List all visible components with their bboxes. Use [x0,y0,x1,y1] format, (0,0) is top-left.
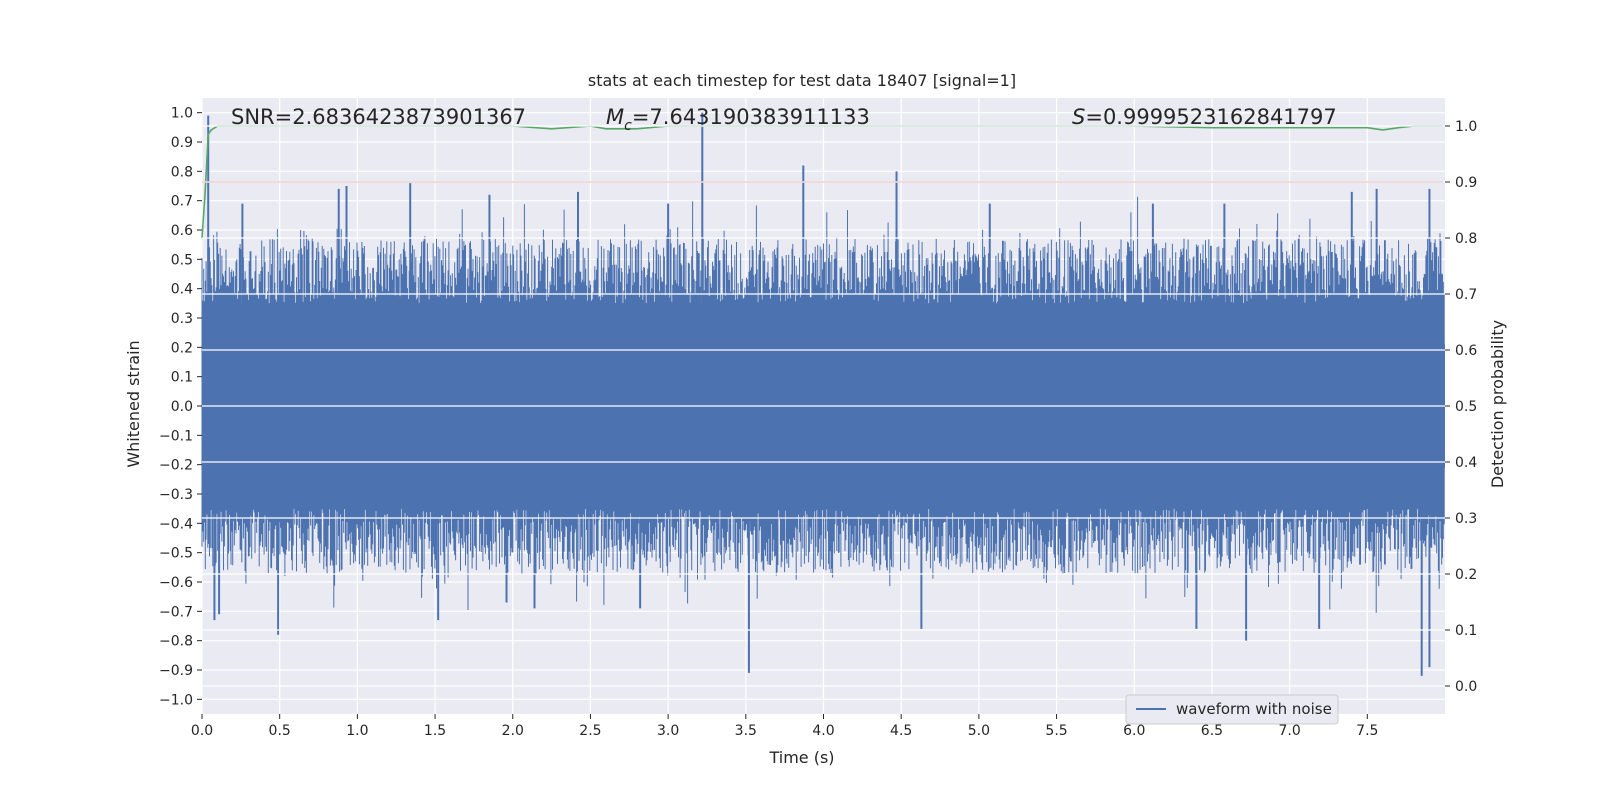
y-tick-label: −0.2 [159,458,193,474]
x-axis-label: Time (s) [768,748,834,767]
y-tick-label: −0.4 [159,516,193,532]
y-right-tick-label: 0.4 [1455,455,1477,471]
y-tick-label: −0.9 [159,663,193,679]
y-tick-label: 0.1 [171,370,193,386]
y-right-tick-label: 0.9 [1455,175,1477,191]
y-tick-label: −0.8 [159,634,193,650]
x-tick-label: 6.0 [1123,723,1145,739]
y-tick-label: 0.8 [171,164,193,180]
y-axis-right-ticks: 1.0 0.9 0.8 0.7 0.6 0.5 0.4 0.3 0.2 0.1 0.0 [1445,119,1477,695]
y-right-tick-label: 0.6 [1455,343,1477,359]
x-tick-label: 1.5 [424,723,446,739]
y-tick-label: 0.6 [171,223,193,239]
x-tick-label: 1.0 [346,723,368,739]
y-tick-label: −0.1 [159,428,193,444]
y-axis-label: Whitened strain [124,340,143,467]
legend-label: waveform with noise [1176,700,1332,718]
y-right-tick-label: 0.1 [1455,623,1477,639]
y-right-tick-label: 0.5 [1455,399,1477,415]
x-tick-label: 6.5 [1201,723,1223,739]
y-tick-label: −0.5 [159,546,193,562]
y-tick-label: 0.0 [171,399,193,415]
y-tick-label: 0.7 [171,194,193,210]
chart-title: stats at each timestep for test data 184… [588,71,1016,90]
y-right-tick-label: 0.0 [1455,679,1477,695]
annotation-snr: SNR=2.6836423873901367 [231,105,526,129]
annotation-chirp-mass: Mc=7.643190383911133 [606,105,870,134]
x-tick-label: 5.0 [968,723,990,739]
y-tick-label: −0.7 [159,604,193,620]
x-tick-label: 4.0 [812,723,834,739]
y-tick-label: 0.2 [171,340,193,356]
y-right-tick-label: 0.7 [1455,287,1477,303]
legend: waveform with noise [1125,694,1339,725]
x-tick-label: 3.5 [735,723,757,739]
x-tick-label: 7.5 [1356,723,1378,739]
y-axis-left-ticks: 1.0 0.9 0.8 0.7 0.6 0.5 0.4 0.3 0.2 0.1 0.0 −0.1 −0.… [159,106,202,708]
legend-box [1125,694,1339,725]
y-right-tick-label: 0.3 [1455,511,1477,527]
y-tick-label: 1.0 [171,106,193,122]
y-tick-label: −0.3 [159,487,193,503]
y-axis-right-label: Detection probability [1488,320,1507,488]
y-right-tick-label: 0.2 [1455,567,1477,583]
x-tick-label: 7.0 [1278,723,1300,739]
x-tick-label: 5.5 [1045,723,1067,739]
x-tick-label: 2.0 [502,723,524,739]
annotation-s: S=0.9999523162841797 [1072,105,1337,129]
x-tick-label: 0.5 [269,723,291,739]
grid-overlay-right [202,125,1445,687]
x-tick-label: 4.5 [890,723,912,739]
y-tick-label: 0.5 [171,252,193,268]
y-tick-label: 0.3 [171,311,193,327]
y-right-tick-label: 1.0 [1455,119,1477,135]
y-tick-label: −1.0 [159,692,193,708]
x-tick-label: 0.0 [191,723,213,739]
y-right-tick-label: 0.8 [1455,231,1477,247]
x-tick-label: 2.5 [579,723,601,739]
x-tick-label: 3.0 [657,723,679,739]
y-tick-label: −0.6 [159,575,193,591]
x-axis-ticks: 0.0 0.5 1.0 1.5 2.0 2.5 3.0 3.5 4.0 4.5 5.0 5.5 6.0 6… [191,714,1378,739]
y-tick-label: 0.9 [171,135,193,151]
y-tick-label: 0.4 [171,282,193,298]
